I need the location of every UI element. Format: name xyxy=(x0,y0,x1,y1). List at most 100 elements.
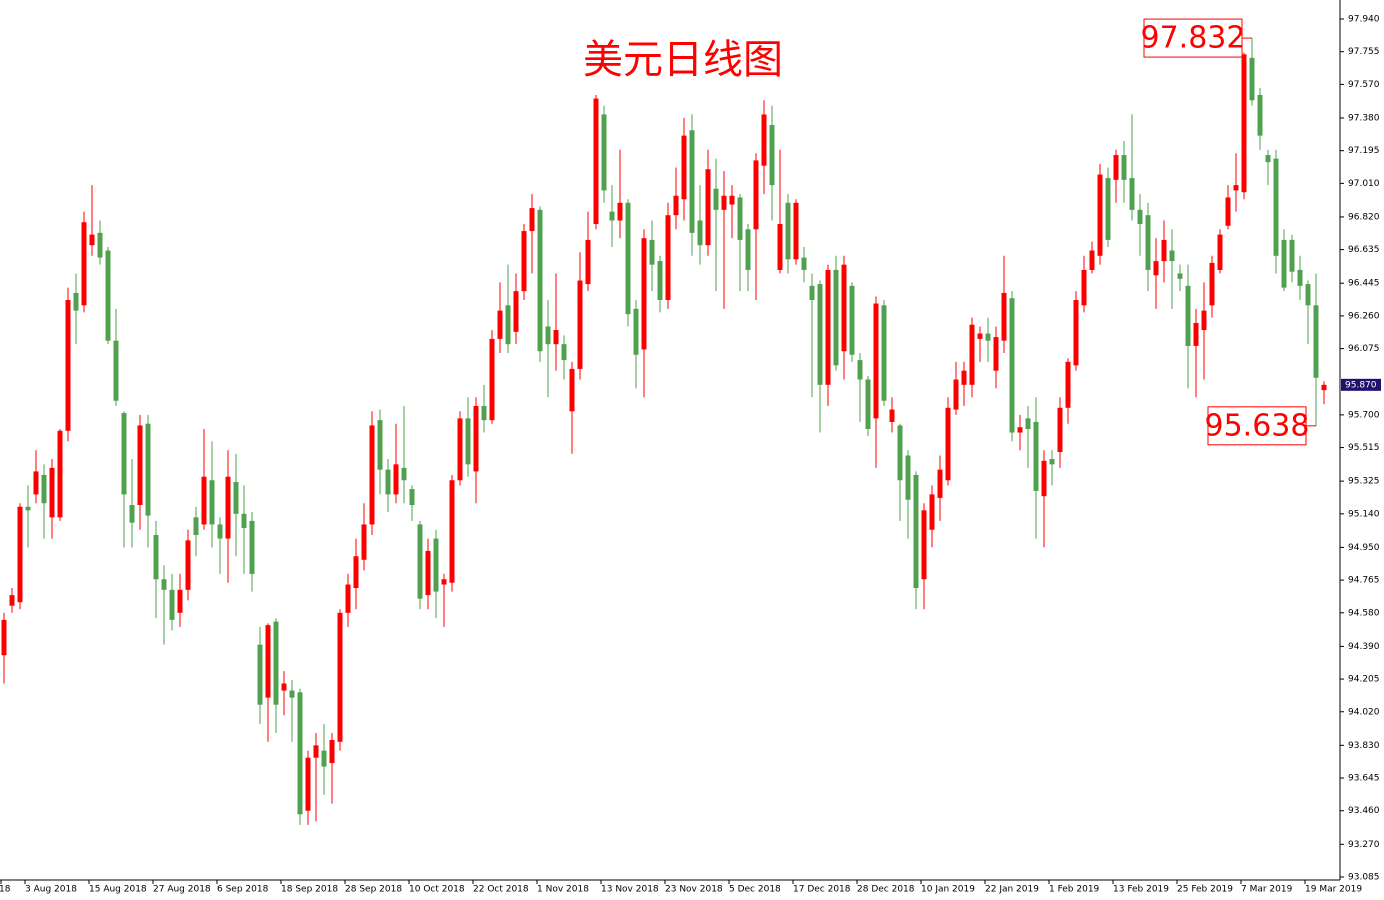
candle-body xyxy=(1201,310,1207,331)
candle-body xyxy=(321,750,327,767)
candle-body xyxy=(1217,234,1223,270)
candle-body xyxy=(609,211,615,221)
candle-body xyxy=(1073,299,1079,366)
candle-body xyxy=(953,379,959,410)
candle-body xyxy=(1193,322,1199,346)
candle-body xyxy=(9,595,15,606)
candle-body xyxy=(889,409,895,422)
y-tick-label: 96.820 xyxy=(1348,212,1380,222)
candle-body xyxy=(425,550,431,596)
candle-body xyxy=(1297,269,1303,286)
candle-body xyxy=(481,406,487,421)
y-tick-label: 97.755 xyxy=(1348,47,1380,57)
candle-body xyxy=(1,619,7,656)
candle-body xyxy=(145,423,151,516)
candle-body xyxy=(1177,273,1183,279)
y-tick-label: 97.380 xyxy=(1348,113,1380,123)
candle-body xyxy=(1233,185,1239,191)
candle-body xyxy=(161,579,167,590)
candle-body xyxy=(857,360,863,380)
y-tick-label: 97.195 xyxy=(1348,146,1380,156)
x-tick-label: 23 Nov 2018 xyxy=(665,885,723,895)
candle-body xyxy=(593,98,599,225)
candle-body xyxy=(809,285,815,300)
candle-body xyxy=(993,337,999,371)
y-tick-label: 96.260 xyxy=(1348,311,1380,321)
candle-body xyxy=(185,540,191,590)
candle-body xyxy=(1321,384,1327,391)
candle-body xyxy=(105,250,111,341)
candle-body xyxy=(841,264,847,352)
y-tick-label: 97.010 xyxy=(1348,179,1380,189)
candle-body xyxy=(121,413,127,495)
candle-body xyxy=(1001,292,1007,341)
candle-body xyxy=(681,135,687,200)
candle-body xyxy=(369,425,375,525)
candle-body xyxy=(897,425,903,481)
x-tick-label: 25 Feb 2019 xyxy=(1177,885,1233,895)
candle-body xyxy=(297,692,303,815)
y-tick-label: 93.085 xyxy=(1348,873,1380,883)
y-tick-label: 95.515 xyxy=(1348,443,1380,453)
y-tick-label: 96.075 xyxy=(1348,344,1380,354)
annotation-box xyxy=(1143,18,1243,58)
x-tick-label: 28 Dec 2018 xyxy=(857,885,915,895)
candle-body xyxy=(417,524,423,599)
candle-body xyxy=(17,506,23,603)
candle-body xyxy=(873,303,879,419)
candle-body xyxy=(769,125,775,186)
candle-body xyxy=(241,513,247,528)
candle-body xyxy=(553,330,559,345)
current-price-box xyxy=(1341,378,1381,391)
candle-body xyxy=(625,202,631,315)
candle-body xyxy=(945,407,951,481)
candle-body xyxy=(257,644,263,705)
candle-body xyxy=(545,326,551,345)
candle-body xyxy=(713,188,719,210)
x-tick-label: 18 Sep 2018 xyxy=(281,885,338,895)
candle-body xyxy=(1033,421,1039,491)
candle-body xyxy=(409,489,415,505)
candle-body xyxy=(361,524,367,560)
candle-body xyxy=(137,425,143,505)
candle-body xyxy=(689,130,695,233)
x-tick-label: 15 Aug 2018 xyxy=(89,885,147,895)
candle-body xyxy=(785,202,791,260)
x-tick-label: 27 Aug 2018 xyxy=(153,885,211,895)
x-tick-label: 17 Dec 2018 xyxy=(793,885,851,895)
candle-body xyxy=(97,232,103,258)
candle-body xyxy=(1281,239,1287,288)
candle-body xyxy=(449,480,455,583)
candle-body xyxy=(697,220,703,246)
candle-body xyxy=(801,257,807,270)
candle-body xyxy=(41,474,47,504)
candle-body xyxy=(433,538,439,592)
candle-body xyxy=(217,524,223,539)
candle-body xyxy=(249,520,255,574)
candle-body xyxy=(969,324,975,385)
candle-body xyxy=(641,238,647,350)
candle-body xyxy=(1313,305,1319,378)
candle-body xyxy=(1273,158,1279,256)
candle-body xyxy=(737,197,743,240)
candle-body xyxy=(977,333,983,339)
y-tick-label: 93.645 xyxy=(1348,774,1380,784)
candle-body xyxy=(193,517,199,536)
candle-body xyxy=(817,284,823,385)
candle-body xyxy=(1241,54,1247,193)
candle-body xyxy=(465,418,471,465)
candle-body xyxy=(1249,57,1255,101)
candle-body xyxy=(961,370,967,385)
candle-body xyxy=(1305,284,1311,306)
candle-body xyxy=(1057,407,1063,452)
x-tick-label: 18 xyxy=(0,885,11,895)
candle-body xyxy=(1145,215,1151,270)
candle-body xyxy=(721,195,727,210)
candle-body xyxy=(1137,209,1143,225)
candle-body xyxy=(865,379,871,430)
candle-body xyxy=(49,467,55,518)
candle-body xyxy=(265,625,271,698)
candle-body xyxy=(673,195,679,216)
candle-body xyxy=(1105,178,1111,240)
candle-body xyxy=(329,740,335,764)
